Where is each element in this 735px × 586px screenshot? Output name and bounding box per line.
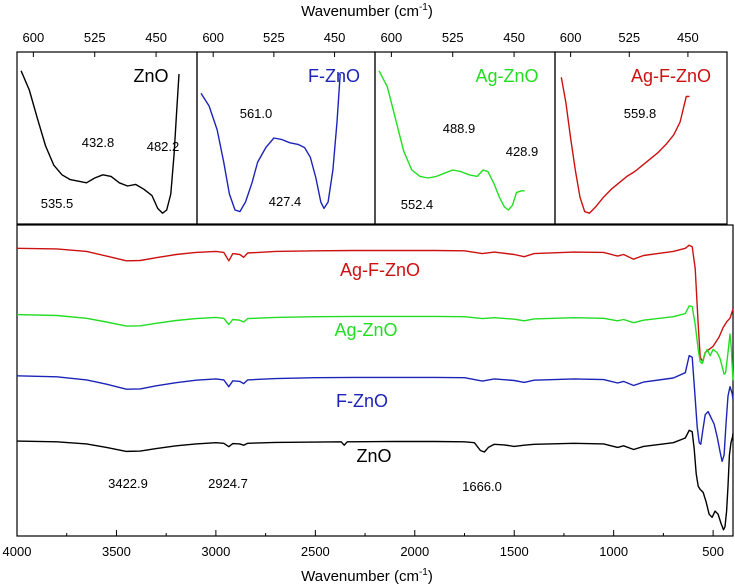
- inset-tick-label: 600: [560, 30, 582, 45]
- inset-frame: [554, 51, 728, 225]
- inset-panels: 600 525 450 ZnO 432.8 482.2 535.5 600 525 450 F-Zn…: [16, 30, 728, 225]
- inset-peak-label: 427.4: [269, 194, 302, 209]
- main-tick-label: 1000: [599, 544, 628, 559]
- inset-tick-label: 450: [324, 30, 346, 45]
- bottom-axis-title: Wavenumber (cm-1): [301, 567, 433, 585]
- inset-series-label: F-ZnO: [308, 66, 360, 86]
- main-peak-label: 2924.7: [208, 476, 248, 491]
- inset-tick-label: 525: [618, 30, 640, 45]
- inset-tick-label: 525: [263, 30, 285, 45]
- inset-curve-ag-zno: [378, 70, 525, 211]
- main-tick-label: 1500: [500, 544, 529, 559]
- inset-tick-label: 525: [442, 30, 464, 45]
- inset-tick-label: 600: [23, 30, 45, 45]
- main-peak-label: 3422.9: [108, 476, 148, 491]
- main-curve-zno: [16, 429, 734, 531]
- main-series-label: ZnO: [356, 446, 391, 466]
- inset-tick-label: 450: [677, 30, 699, 45]
- inset-f-zno: 600 525 450 F-ZnO 561.0 427.4: [196, 30, 376, 225]
- main-curve-ag-zno: [16, 305, 734, 381]
- main-tick-label: 2000: [400, 544, 429, 559]
- main-tick-label: 500: [702, 544, 724, 559]
- main-series-label: Ag-ZnO: [334, 320, 397, 340]
- inset-tick-label: 600: [202, 30, 224, 45]
- inset-peak-label: 552.4: [401, 197, 434, 212]
- inset-peak-label: 535.5: [41, 196, 74, 211]
- inset-peak-label: 428.9: [506, 144, 539, 159]
- main-panel: 4000 3500 3000 2500 2000 1500 1000 500 Ag-F-ZnO A…: [3, 224, 734, 559]
- main-tick-label: 3500: [102, 544, 131, 559]
- inset-tick-label: 525: [84, 30, 106, 45]
- main-tick-label: 3000: [201, 544, 230, 559]
- main-tick-label: 2500: [301, 544, 330, 559]
- main-curve-f-zno: [16, 354, 734, 463]
- inset-series-label: Ag-ZnO: [475, 66, 538, 86]
- inset-ag-zno: 600 525 450 Ag-ZnO 488.9 428.9 552.4: [374, 30, 556, 225]
- main-series-label: F-ZnO: [336, 391, 388, 411]
- inset-peak-label: 432.8: [82, 135, 115, 150]
- main-series-label: Ag-F-ZnO: [340, 260, 420, 280]
- inset-zno: 600 525 450 ZnO 432.8 482.2 535.5: [16, 30, 198, 225]
- inset-ag-f-zno: 600 525 450 Ag-F-ZnO 559.8: [554, 30, 728, 225]
- main-tick-label: 4000: [3, 544, 32, 559]
- inset-peak-label: 482.2: [147, 139, 180, 154]
- inset-peak-label: 561.0: [240, 106, 273, 121]
- inset-series-label: Ag-F-ZnO: [631, 66, 711, 86]
- inset-series-label: ZnO: [133, 66, 168, 86]
- inset-tick-label: 450: [503, 30, 525, 45]
- inset-tick-label: 600: [381, 30, 403, 45]
- inset-curve-zno: [20, 70, 180, 214]
- inset-curve-ag-f-zno: [560, 77, 690, 214]
- inset-curve-f-zno: [200, 73, 341, 213]
- inset-tick-label: 450: [145, 30, 167, 45]
- inset-peak-label: 559.8: [624, 106, 657, 121]
- main-peak-label: 1666.0: [462, 479, 502, 494]
- top-axis-title: Wavenumber (cm-1): [301, 2, 433, 20]
- inset-peak-label: 488.9: [443, 121, 476, 136]
